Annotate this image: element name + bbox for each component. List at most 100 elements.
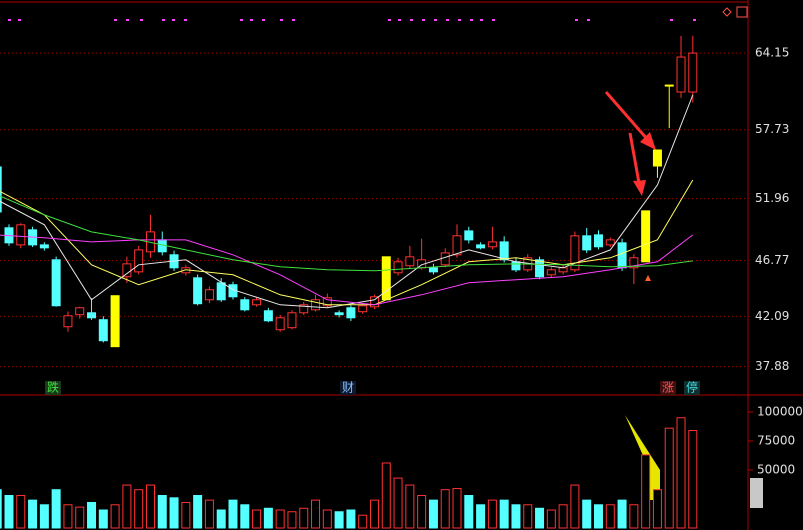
candle-body: [216, 282, 226, 301]
candle-body: [499, 241, 509, 261]
volume-bar: [570, 484, 580, 529]
volume-bar: [145, 484, 155, 529]
moving-average-line: [0, 195, 693, 272]
volume-bar: [440, 489, 450, 529]
candle-body: [641, 210, 651, 263]
scroll-handle[interactable]: [750, 478, 763, 508]
arrow: [628, 132, 646, 196]
candle-body: [558, 267, 568, 273]
candle-body: [593, 234, 603, 248]
candle-body: [16, 224, 26, 246]
candle-body: [240, 299, 250, 311]
annotation: 财: [342, 381, 354, 395]
moving-average-line: [0, 179, 694, 306]
volume-bar: [358, 514, 368, 529]
volume-bar: [452, 488, 462, 529]
candle-body: [476, 244, 486, 249]
volume-bar: [87, 501, 97, 529]
candle-body: [511, 261, 521, 271]
volume-bar: [582, 499, 592, 529]
volume-bar: [134, 489, 144, 529]
volume-bar: [263, 507, 273, 529]
candle-body: [487, 241, 497, 248]
candle-body: [452, 235, 462, 256]
volume-bar: [688, 430, 698, 529]
volume-bar: [393, 477, 403, 529]
volume-bar: [511, 504, 521, 529]
volume-bar: [98, 509, 108, 529]
annotation: 涨: [662, 380, 674, 395]
candle-body: [287, 312, 297, 329]
y-tick-label: 46.77: [755, 253, 789, 267]
volume-bar: [428, 499, 438, 529]
volume-bar: [476, 504, 486, 529]
volume-bar: [110, 504, 120, 529]
moving-average-line: [0, 94, 694, 309]
candle-body: [311, 299, 321, 311]
volume-bar: [181, 501, 191, 529]
candle-body: [652, 149, 662, 167]
volume-bar: [287, 511, 297, 529]
candle-body: [617, 242, 627, 269]
volume-bar: [605, 504, 615, 529]
volume-bar: [617, 499, 627, 529]
arrow: [604, 91, 656, 150]
candle-body: [263, 310, 273, 322]
candle-body: [464, 230, 474, 241]
candle-body: [676, 56, 686, 93]
y-tick-label: 51.96: [755, 191, 789, 205]
volume-bar: [299, 507, 309, 529]
annotation: 停: [686, 380, 698, 395]
candle-body: [87, 312, 97, 319]
candle-body: [393, 261, 403, 274]
candle-body: [63, 315, 73, 328]
candle-body: [428, 267, 438, 273]
y-tick-label: 57.73: [755, 122, 789, 136]
diamond-icon[interactable]: [722, 7, 732, 17]
candle-body: [39, 244, 49, 249]
volume-bar: [641, 454, 651, 529]
window-icon[interactable]: [736, 6, 748, 18]
volume-bar: [228, 499, 238, 529]
volume-bar: [204, 499, 214, 529]
volume-bar: [546, 509, 556, 529]
volume-bar: [4, 495, 14, 529]
volume-bar: [593, 504, 603, 529]
candle-body: [440, 252, 450, 266]
volume-bar: [216, 509, 226, 529]
annotation-box: [340, 381, 356, 395]
volume-bar: [275, 509, 285, 529]
annotation: 跌: [47, 380, 59, 395]
volume-bar: [629, 504, 639, 529]
candle-body: [110, 295, 120, 348]
candle-body: [299, 304, 309, 314]
volume-bar: [334, 511, 344, 529]
y-tick-label: 50000: [757, 462, 795, 476]
candle-body: [570, 235, 580, 271]
y-tick-label: 42.09: [755, 309, 789, 323]
candle-body: [582, 235, 592, 251]
candle-body: [252, 299, 262, 306]
y-tick-label: 100000: [757, 404, 803, 418]
candle-body: [629, 257, 639, 269]
candle-body: [546, 269, 556, 276]
moving-average-line: [0, 234, 694, 306]
volume-bar: [16, 495, 26, 529]
volume-bar: [28, 499, 38, 529]
candle-body: [322, 297, 332, 307]
volume-bar: [75, 506, 85, 529]
signal-marker: [645, 275, 651, 281]
volume-bar: [322, 509, 332, 529]
candle-body: [204, 289, 214, 301]
volume-bar: [346, 509, 356, 529]
volume-bar: [0, 489, 2, 529]
volume-bar: [240, 504, 250, 529]
volume-bar: [39, 504, 49, 529]
candle-body: [51, 259, 61, 307]
candle-body: [193, 277, 203, 305]
volume-bar: [664, 427, 674, 529]
y-tick-label: 75000: [757, 433, 795, 447]
candle-body: [122, 263, 132, 278]
